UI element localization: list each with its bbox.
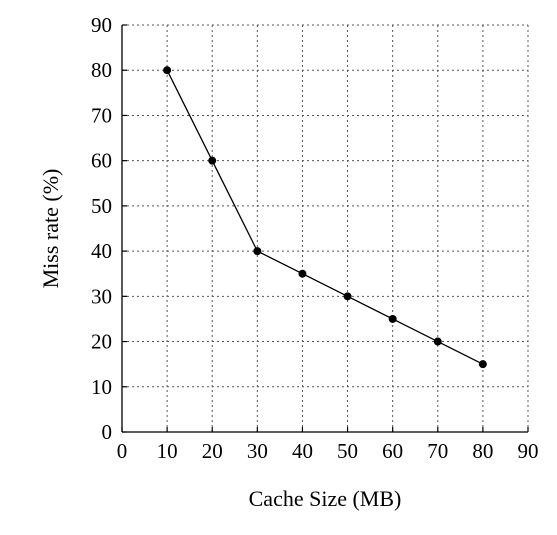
data-point (478, 360, 487, 369)
data-point (388, 314, 397, 323)
y-tick-label: 50 (91, 194, 112, 218)
x-tick-label: 10 (157, 439, 178, 463)
x-tick-label: 0 (117, 439, 128, 463)
y-tick-label: 90 (91, 13, 112, 37)
y-tick-label: 10 (91, 375, 112, 399)
series-line (166, 69, 484, 365)
data-point (208, 156, 217, 165)
y-tick-label: 30 (91, 284, 112, 308)
grid (122, 24, 529, 432)
data-point (163, 66, 172, 75)
y-tick-label: 70 (91, 103, 112, 127)
x-tick-label: 60 (382, 439, 403, 463)
x-axis-ticks: 0 10 20 30 40 50 60 70 80 90 (117, 427, 539, 463)
x-tick-label: 30 (247, 439, 268, 463)
y-tick-label: 0 (102, 420, 113, 444)
data-point (298, 269, 307, 278)
x-tick-label: 80 (472, 439, 493, 463)
y-tick-label: 40 (91, 239, 112, 263)
x-tick-label: 90 (518, 439, 539, 463)
data-point (343, 292, 352, 301)
series-layer (163, 66, 487, 369)
x-tick-label: 40 (292, 439, 313, 463)
x-tick-label: 50 (337, 439, 358, 463)
x-axis-title: Cache Size (MB) (249, 486, 402, 511)
y-axis-title: Miss rate (%) (38, 169, 63, 289)
x-tick-label: 70 (427, 439, 448, 463)
y-tick-label: 60 (91, 149, 112, 173)
data-point (253, 247, 262, 256)
y-tick-label: 80 (91, 58, 112, 82)
plot-frame (121, 25, 528, 433)
data-point (433, 337, 442, 346)
x-tick-label: 20 (202, 439, 223, 463)
y-tick-label: 20 (91, 330, 112, 354)
y-axis-ticks: 0 10 20 30 40 50 60 70 80 90 (91, 13, 127, 444)
